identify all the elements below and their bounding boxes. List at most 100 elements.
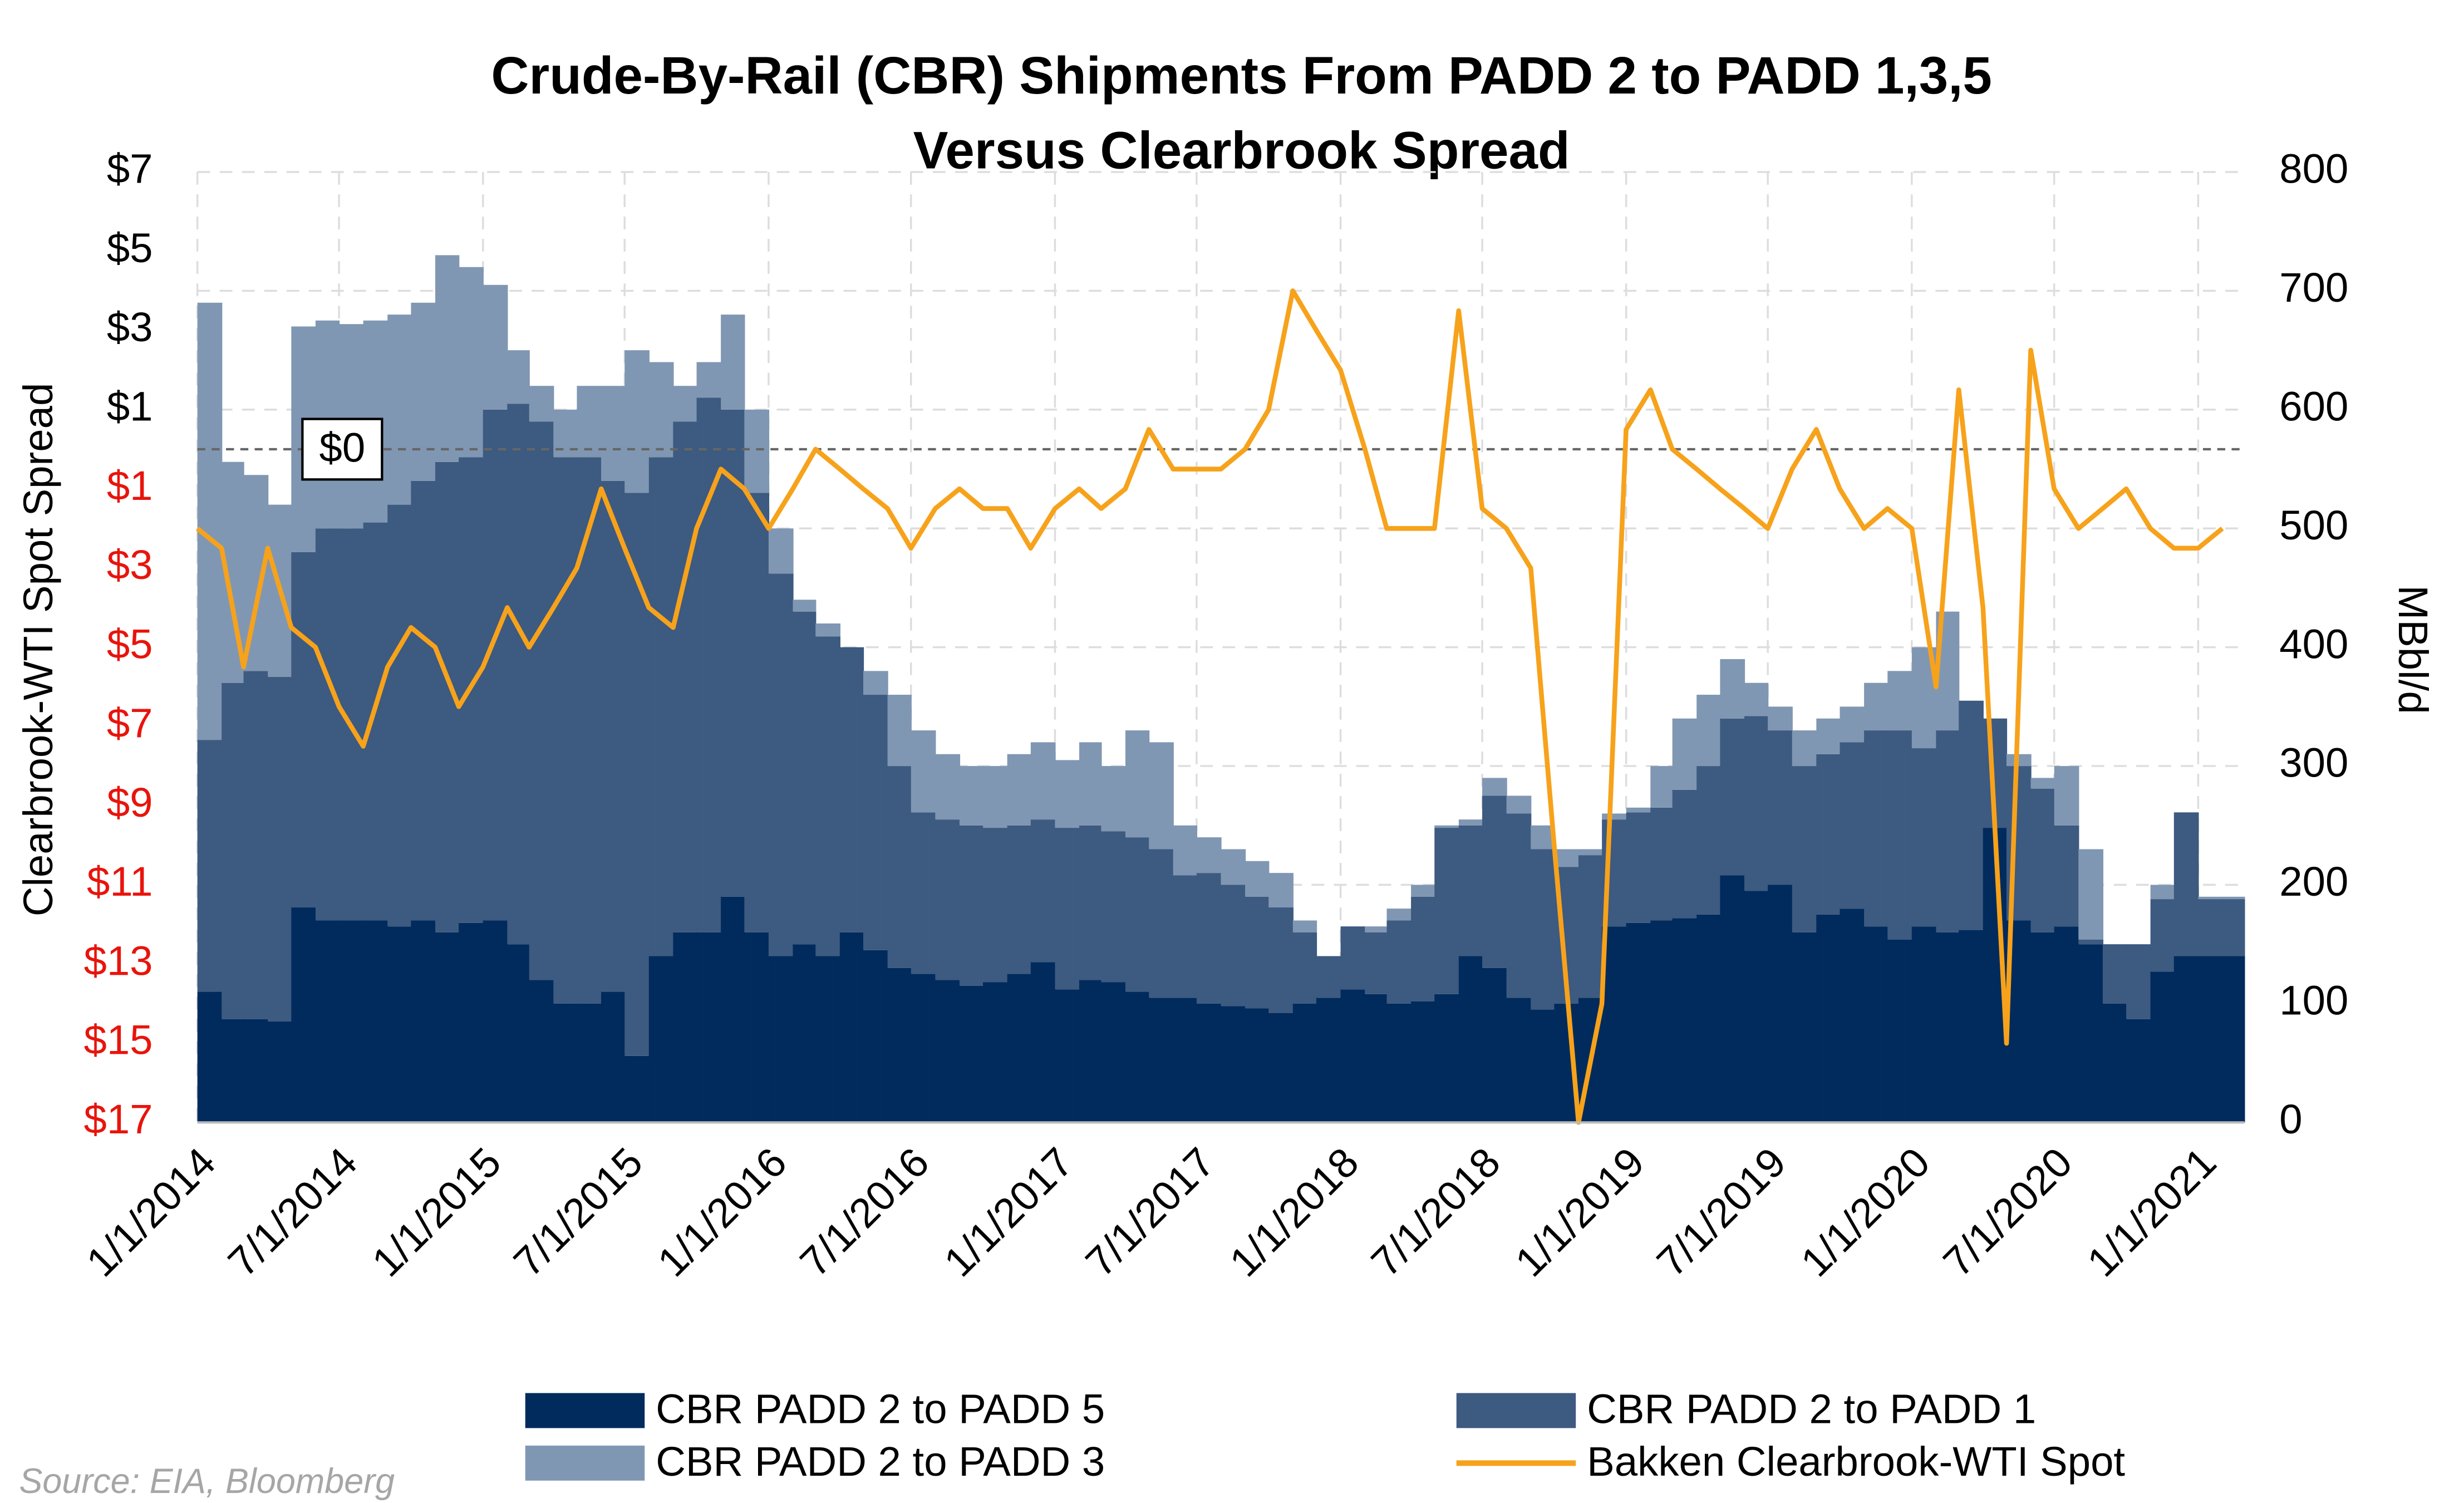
area-step	[911, 730, 936, 813]
area-step	[507, 944, 530, 1123]
area-step	[411, 480, 436, 921]
area-step	[768, 956, 794, 1123]
area-step	[1149, 998, 1174, 1123]
area-step	[1055, 828, 1080, 990]
area-step	[2198, 899, 2224, 956]
area-step	[863, 950, 888, 1123]
area-step	[1696, 695, 1721, 767]
area-step	[2222, 956, 2245, 1123]
area-step	[1340, 926, 1366, 990]
area-step	[577, 386, 602, 458]
area-step	[673, 932, 697, 1123]
area-step	[1245, 896, 1270, 1009]
area-step	[1030, 819, 1056, 962]
area-step	[887, 766, 912, 968]
area-step	[1386, 920, 1412, 1004]
area-step	[2173, 812, 2199, 956]
y2-tick-label: 300	[2279, 740, 2348, 786]
area-step	[1149, 849, 1174, 998]
area-step	[1268, 873, 1294, 908]
area-step	[673, 386, 697, 422]
area-step	[721, 896, 745, 1123]
area-step	[744, 409, 770, 493]
area-step	[529, 386, 554, 422]
area-step	[2102, 944, 2127, 1004]
area-step	[1768, 885, 1793, 1123]
area-step	[1365, 932, 1388, 994]
y-tick-label: $1	[107, 463, 153, 509]
area-step	[1936, 730, 1960, 932]
area-step	[1792, 932, 1817, 1123]
area-step	[1936, 932, 1960, 1123]
area-step	[1386, 908, 1412, 921]
area-step	[291, 552, 317, 908]
area-step	[1792, 730, 1817, 767]
area-step	[222, 682, 244, 1019]
source-note: Source: EIA, Bloomberg	[19, 1462, 395, 1501]
area-step	[363, 522, 388, 921]
area-step	[2222, 899, 2245, 956]
area-step	[1268, 1013, 1294, 1123]
area-step	[1173, 875, 1198, 998]
area-step	[459, 922, 484, 1123]
legend-swatch	[525, 1445, 645, 1481]
area-step	[315, 920, 340, 1123]
area-step	[793, 611, 817, 945]
area-step	[1626, 922, 1651, 1123]
area-step	[1149, 742, 1174, 849]
area-step	[1173, 998, 1198, 1123]
area-step	[1411, 896, 1435, 1001]
area-step	[1578, 849, 1603, 856]
area-step	[1482, 967, 1507, 1123]
area-step	[696, 397, 722, 932]
area-step	[648, 457, 674, 956]
area-step	[2198, 896, 2224, 900]
area-step	[435, 255, 460, 462]
area-step	[1030, 962, 1056, 1123]
area-step	[268, 1021, 292, 1123]
legend-swatch	[1456, 1393, 1576, 1428]
y2-tick-label: 800	[2279, 146, 2348, 192]
area-step	[1816, 718, 1841, 754]
y-tick-label: $1	[107, 383, 153, 429]
area-step	[1079, 980, 1102, 1123]
area-step	[1007, 754, 1032, 826]
y-tick-label: $7	[107, 700, 153, 746]
area-step	[411, 920, 436, 1123]
area-step	[839, 932, 864, 1123]
area-step	[268, 677, 292, 1021]
area-step	[959, 766, 984, 826]
area-step	[744, 932, 770, 1123]
area-step	[1626, 807, 1651, 813]
legend-label: CBR PADD 2 to PADD 3	[656, 1438, 1105, 1485]
area-step	[1887, 671, 1912, 731]
y2-tick-label: 500	[2279, 502, 2348, 548]
area-step	[983, 828, 1008, 983]
area-step	[1482, 795, 1507, 968]
area-step	[1316, 998, 1341, 1123]
y-tick-label: $9	[107, 779, 153, 826]
area-step	[1316, 956, 1341, 998]
area-step	[553, 457, 578, 1004]
area-step	[601, 991, 626, 1123]
area-step	[2078, 944, 2104, 1123]
area-step	[1720, 875, 1745, 1123]
area-step	[1506, 998, 1532, 1123]
area-step	[197, 740, 223, 992]
area-step	[1840, 908, 1865, 1123]
area-step	[815, 956, 840, 1123]
area-step	[1292, 1003, 1317, 1123]
area-step	[387, 504, 412, 927]
area-step	[1911, 748, 1937, 927]
y-tick-label: $13	[83, 937, 153, 984]
area-step	[1386, 1003, 1412, 1123]
legend-swatch	[525, 1393, 645, 1428]
area-step	[1221, 885, 1246, 1006]
y2-tick-label: 200	[2279, 858, 2348, 905]
area-step	[1887, 939, 1912, 1123]
area-step	[387, 926, 412, 1123]
area-step	[1030, 742, 1056, 820]
area-step	[2054, 825, 2079, 927]
area-step	[1221, 849, 1246, 885]
area-step	[1292, 920, 1317, 932]
